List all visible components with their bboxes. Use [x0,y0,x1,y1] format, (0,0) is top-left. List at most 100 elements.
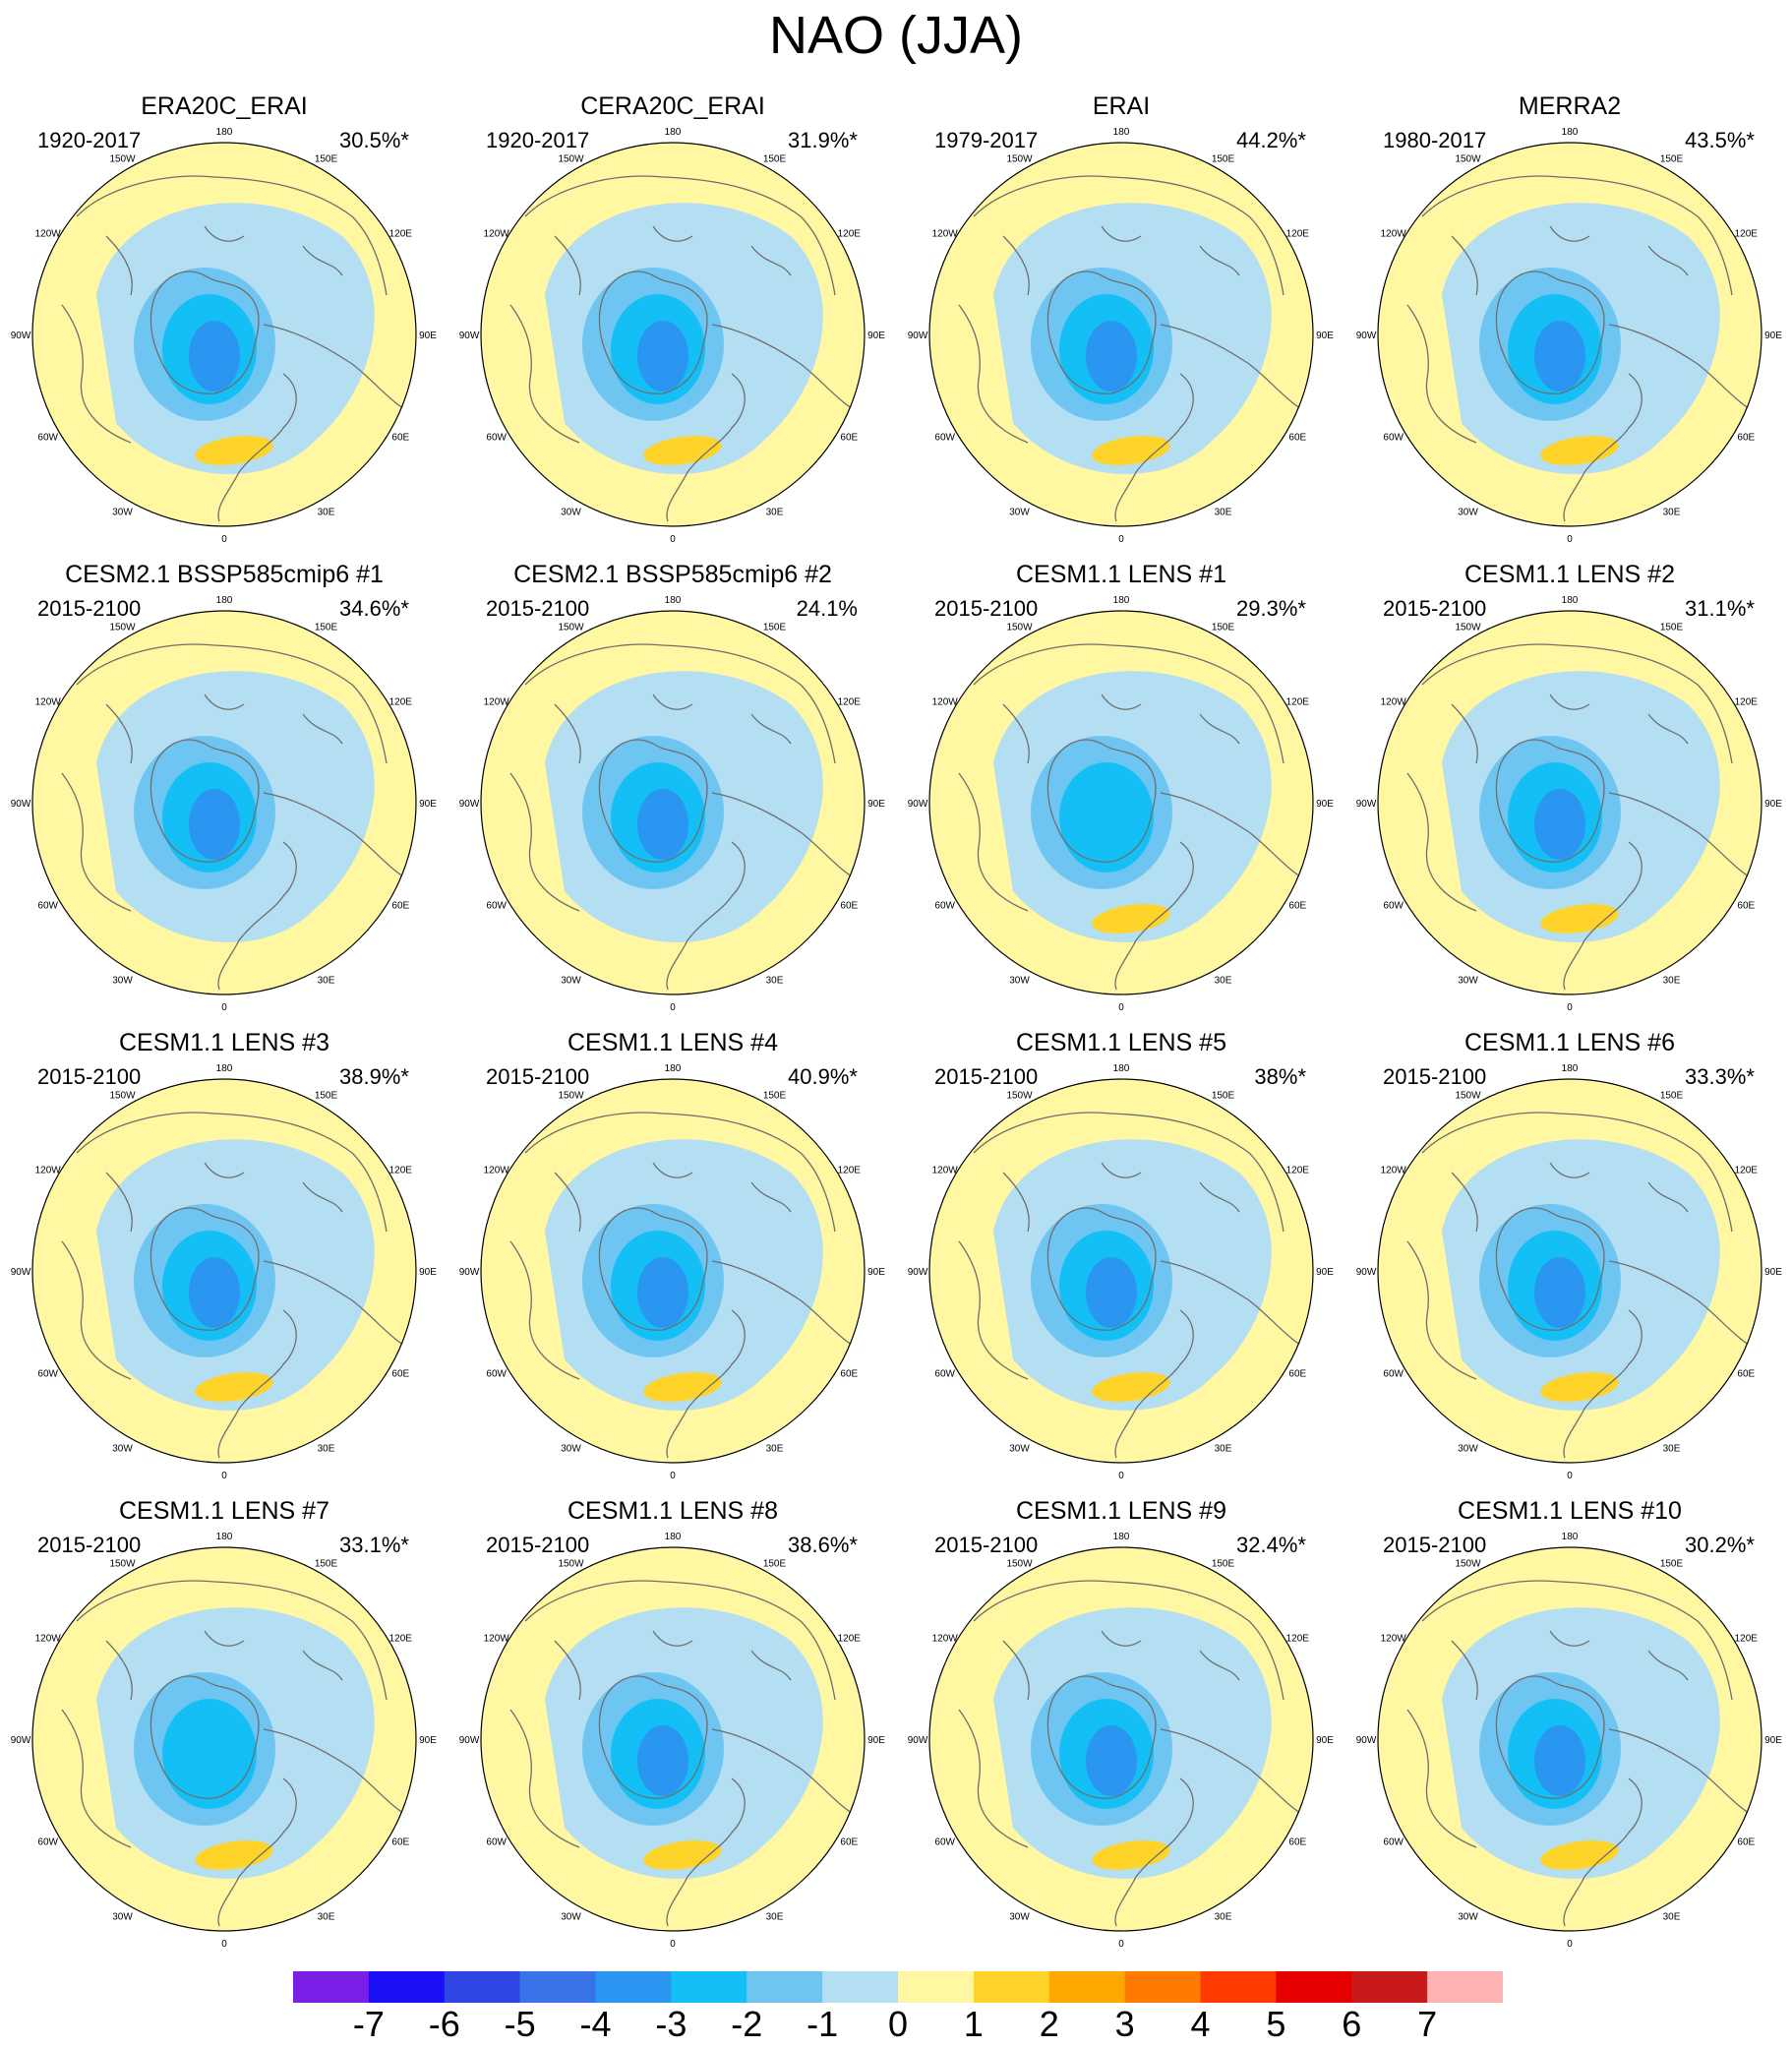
coastline [598,739,708,863]
panel-period: 2015-2100 [934,596,1039,621]
longitude-label: 0 [1567,1002,1573,1013]
panel-variance: 31.1%* [1685,596,1755,621]
longitude-label: 150E [1212,623,1235,633]
panel-variance: 31.9%* [788,128,858,152]
colorbar-swatch [1276,1971,1352,2003]
longitude-label: 90E [1316,331,1334,341]
anomaly-high-core [1092,1840,1170,1870]
longitude-label: 30W [1009,975,1030,986]
coastline [1046,1207,1157,1331]
polar-map: 180 150E 120E 90E 60E 30E 0 30W 60W 90W 120W 150W [459,1063,886,1481]
figure-title: NAO (JJA) [768,6,1023,65]
longitude-label: 120W [1381,229,1407,240]
map-border [480,142,866,527]
coastline [1495,1675,1605,1799]
panel-period: 2015-2100 [37,1064,142,1089]
longitude-label: 30W [1009,1443,1030,1454]
longitude-label: 90E [1316,1267,1334,1278]
polar-map: 180 150E 120E 90E 60E 30E 0 30W 60W 90W 120W 150W [908,1063,1335,1481]
longitude-label: 120E [389,1166,413,1176]
longitude-label: 90W [11,1267,31,1278]
longitude-label: 30E [1663,1911,1681,1922]
polar-map: 180 150E 120E 90E 60E 30E 0 30W 60W 90W 120W 150W [459,1532,886,1950]
longitude-label: 180 [216,1063,233,1074]
anomaly-low-core [1534,789,1585,860]
anomaly-high-core [1540,436,1619,465]
longitude-label: 150W [109,154,136,165]
longitude-label: 120W [932,229,959,240]
colorbar-swatch [595,1971,672,2003]
anomaly-low-core [189,1257,240,1328]
anomaly-high-core [195,1840,273,1870]
longitude-label: 60E [1288,1369,1306,1380]
polar-map: 180 150E 120E 90E 60E 30E 0 30W 60W 90W 120W 150W [459,127,886,545]
map-panel: 180 150E 120E 90E 60E 30E 0 30W 60W 90W 120W 150W CE… [1345,1495,1792,1958]
longitude-label: 120E [1286,1166,1310,1176]
longitude-label: 90E [867,1267,885,1278]
coastline [1421,175,1733,296]
colorbar-tick-label: -6 [428,2004,460,2044]
longitude-label: 60W [37,433,58,444]
longitude-label: 0 [1118,1002,1124,1013]
polar-map: 180 150E 120E 90E 60E 30E 0 30W 60W 90W 120W 150W [908,127,1335,545]
coastline [1002,1630,1240,1701]
panel-variance: 38.9%* [339,1064,409,1089]
panel-title: CESM1.1 LENS #2 [1464,561,1675,588]
coastline [105,693,343,764]
coastline [958,304,1029,444]
coastline [973,1580,1284,1701]
longitude-label: 30E [1663,507,1681,517]
anomaly-high-core [1092,904,1170,934]
longitude-label: 150E [763,623,787,633]
anomaly-low-core [1534,1257,1585,1328]
coastline [1406,304,1477,444]
anomaly-high-core [1540,1372,1619,1402]
coastline [1608,1260,1758,1351]
polar-map: 180 150E 120E 90E 60E 30E 0 30W 60W 90W 120W 150W [1356,595,1783,1013]
anomaly-high-core [1540,904,1619,934]
longitude-label: 180 [216,127,233,138]
longitude-label: 120W [1381,697,1407,708]
coastline [1563,1777,1643,1927]
coastline [666,1309,746,1459]
anomaly-low-core [1534,321,1585,392]
longitude-label: 90E [867,799,885,810]
panel-title: ERAI [1092,92,1151,120]
panel-title: CESM1.1 LENS #5 [1016,1029,1226,1056]
map-border [480,1546,866,1932]
longitude-label: 60W [37,1369,58,1380]
longitude-label: 120E [1286,1634,1310,1645]
coastline [263,1260,412,1351]
longitude-label: 60W [1383,1369,1404,1380]
longitude-label: 30E [318,507,335,517]
polar-map: 180 150E 120E 90E 60E 30E 0 30W 60W 90W 120W 150W [11,1063,438,1481]
longitude-label: 150W [1455,623,1481,633]
longitude-label: 150W [558,623,584,633]
colorbar-swatch [898,1971,975,2003]
longitude-label: 30E [1663,1443,1681,1454]
longitude-label: 30W [112,507,133,517]
coastline [711,1260,861,1351]
coastline [1114,841,1194,991]
colorbar-tick-label: 5 [1266,2004,1286,2044]
longitude-label: 60E [1288,1837,1306,1848]
longitude-label: 150W [1006,623,1033,633]
coastline [76,1580,388,1701]
longitude-label: 120E [389,697,413,708]
coastline [1114,1309,1194,1459]
map-border [928,142,1314,527]
longitude-label: 30E [318,1911,335,1922]
longitude-label: 150E [315,623,338,633]
panel-variance: 30.5%* [339,128,409,152]
colorbar-swatch [444,1971,521,2003]
longitude-label: 30E [318,975,335,986]
longitude-label: 0 [1567,534,1573,545]
coastline [711,324,861,414]
map-panel: 180 150E 120E 90E 60E 30E 0 30W 60W 90W 120W 150W CE… [0,1495,448,1958]
longitude-label: 90W [459,331,480,341]
panel-period: 2015-2100 [1383,1064,1487,1089]
longitude-label: 90W [11,331,31,341]
colorbar-labels: -7 -6 -5 -4 -3 -2 -1 0 1 2 3 4 5 6 7 [293,2003,1503,2048]
longitude-label: 60E [1737,1837,1755,1848]
panel-variance: 29.3%* [1236,596,1306,621]
